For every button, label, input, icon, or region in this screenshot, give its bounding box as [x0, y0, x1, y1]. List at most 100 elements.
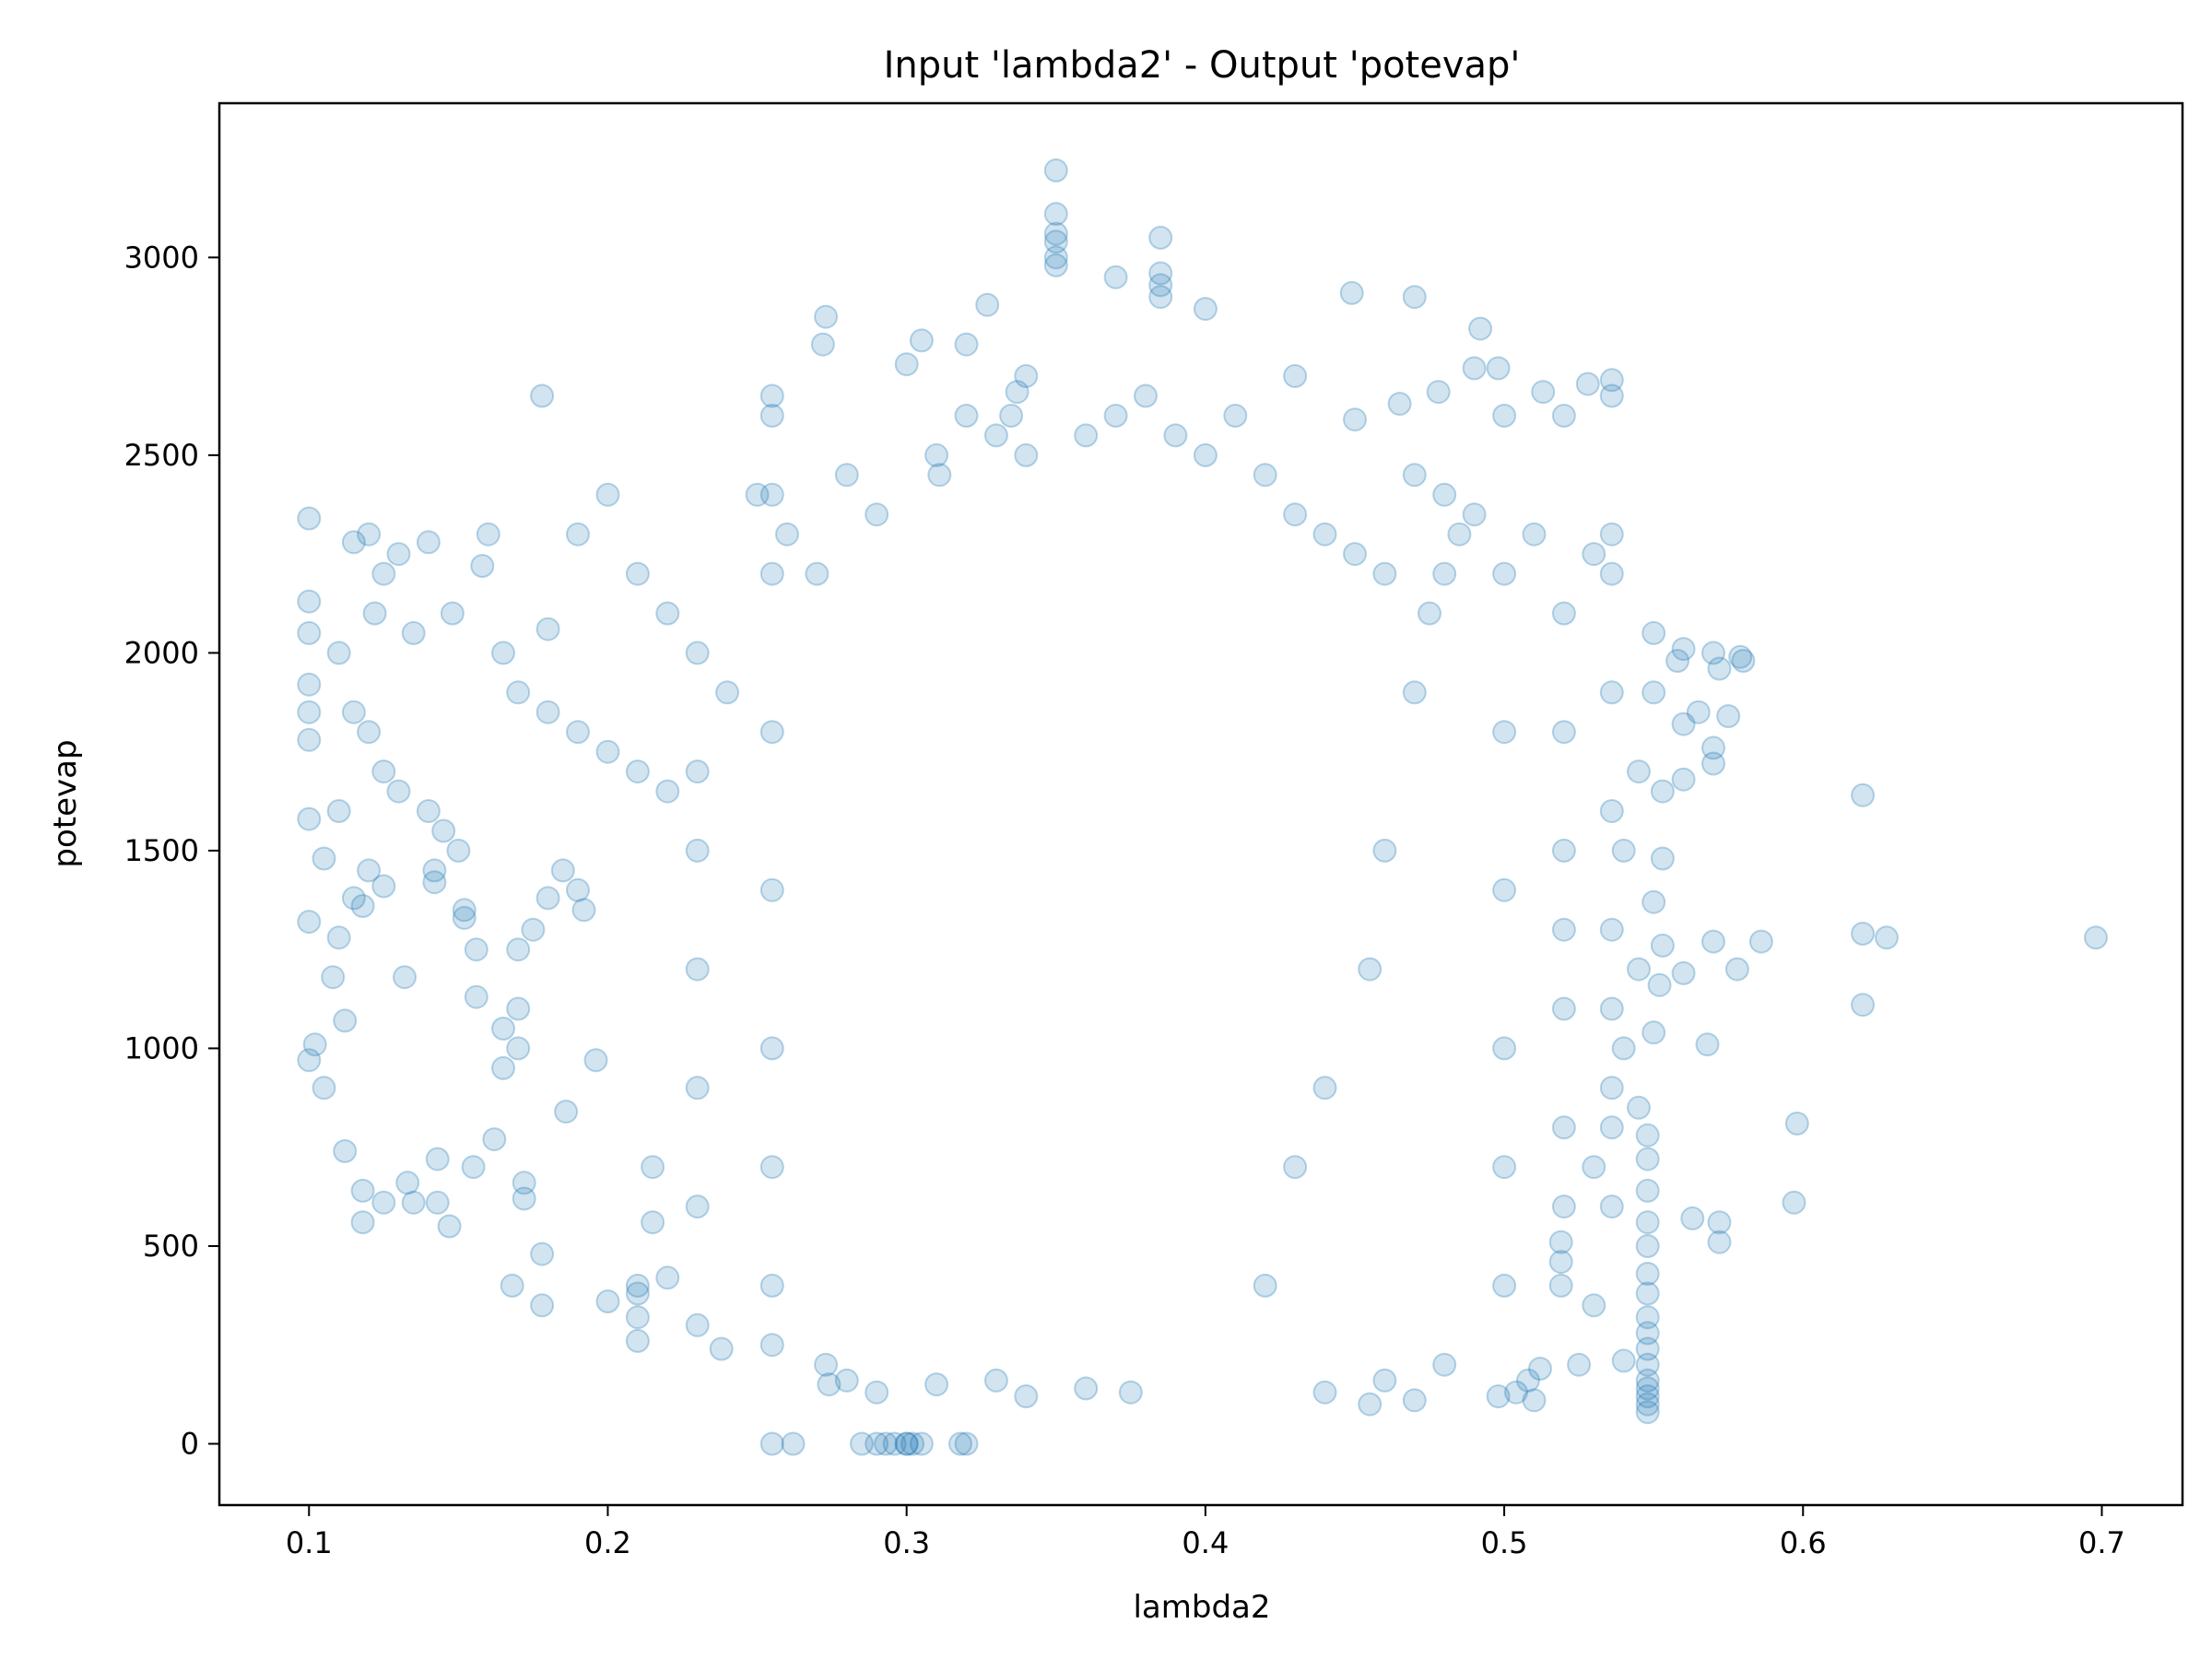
scatter-point [386, 779, 411, 804]
scatter-point [1599, 917, 1624, 942]
scatter-point [1641, 1020, 1666, 1045]
scatter-point [1492, 877, 1517, 902]
scatter-point [1343, 407, 1367, 432]
scatter-point [685, 1076, 710, 1100]
scatter-point [1551, 1194, 1576, 1219]
scatter-point [1671, 960, 1696, 985]
scatter-point [1148, 285, 1173, 310]
scatter-point [1635, 1336, 1660, 1361]
scatter-point [1731, 649, 1756, 673]
scatter-point [655, 601, 680, 626]
scatter-point [297, 910, 322, 935]
scatter-point [814, 1352, 839, 1377]
scatter-point [1635, 1262, 1660, 1286]
scatter-point [1253, 463, 1277, 488]
scatter-point [1707, 1210, 1732, 1235]
scatter-point [1548, 1273, 1573, 1298]
scatter-point [865, 502, 889, 527]
scatter-point [1531, 380, 1556, 405]
scatter-point [1599, 368, 1624, 393]
scatter-point [535, 886, 560, 911]
scatter-point [297, 589, 322, 614]
scatter-point [1551, 838, 1576, 863]
scatter-point [1283, 1155, 1308, 1180]
scatter-point [1193, 297, 1218, 322]
scatter-point [759, 720, 784, 745]
scatter-point [1701, 751, 1725, 776]
scatter-point [371, 759, 396, 784]
scatter-point [341, 530, 366, 555]
scatter-point [1599, 996, 1624, 1021]
scatter-point [1548, 1230, 1573, 1254]
scatter-point [1163, 423, 1188, 448]
scatter-point [709, 1336, 734, 1361]
scatter-point [834, 1368, 859, 1393]
scatter-point [625, 1328, 650, 1353]
scatter-point [1551, 720, 1576, 745]
scatter-point [595, 482, 620, 507]
scatter-point [685, 957, 710, 982]
scatter-point [1875, 925, 1899, 950]
scatter-point [1148, 261, 1173, 286]
scatter-point [1635, 1321, 1660, 1346]
scatter-point [535, 700, 560, 724]
scatter-point [1486, 356, 1511, 381]
scatter-point [297, 727, 322, 752]
scatter-point [1372, 561, 1397, 586]
scatter-point [1283, 502, 1308, 527]
scatter-point [983, 423, 1008, 448]
scatter-point [894, 1431, 919, 1456]
scatter-point [954, 332, 979, 357]
scatter-point [975, 292, 1000, 317]
scatter-point [297, 672, 322, 697]
scatter-point [745, 482, 770, 507]
scatter-point [1635, 1147, 1660, 1171]
scatter-point [1582, 1155, 1606, 1180]
scatter-point [1492, 561, 1517, 586]
y-axis-ticks: 0 500 1000 1500 2000 2500 3000 [124, 240, 219, 1461]
scatter-point [1005, 380, 1030, 405]
scatter-point [333, 1008, 358, 1033]
scatter-point [1358, 1392, 1382, 1417]
scatter-point [655, 779, 680, 804]
scatter-point [641, 1210, 665, 1235]
scatter-point [512, 1171, 536, 1195]
scatter-point [476, 522, 500, 547]
scatter-point [437, 1214, 462, 1239]
scatter-point [1635, 1352, 1660, 1377]
scatter-point [1283, 364, 1308, 388]
scatter-point [1103, 404, 1128, 428]
scatter-point [1567, 1352, 1592, 1377]
scatter-point [685, 838, 710, 863]
scatter-point [759, 1431, 784, 1456]
scatter-point [1432, 1352, 1457, 1377]
scatter-point [1468, 316, 1493, 341]
scatter-point [759, 1155, 784, 1180]
scatter-point [446, 838, 471, 863]
scatter-point [1074, 423, 1099, 448]
scatter-point [371, 1190, 396, 1215]
scatter-point [357, 720, 382, 745]
scatter-point [1695, 1032, 1720, 1057]
scatter-point [2084, 925, 2108, 950]
scatter-point [491, 641, 515, 665]
scatter-point [1635, 1281, 1660, 1306]
scatter-point [506, 680, 531, 705]
scatter-point [1686, 700, 1711, 724]
x-tick-label: 0.3 [883, 1525, 930, 1560]
scatter-point [1426, 380, 1451, 405]
scatter-point [401, 1190, 426, 1215]
scatter-point [759, 482, 784, 507]
scatter-point [1635, 1376, 1660, 1401]
y-tick-label: 500 [143, 1229, 199, 1264]
scatter-point [1492, 1273, 1517, 1298]
scatter-point [1551, 996, 1576, 1021]
scatter-point [1701, 735, 1725, 760]
scatter-point [775, 522, 799, 547]
scatter-point [297, 700, 322, 724]
scatter-point [321, 965, 346, 990]
scatter-point [422, 858, 447, 883]
scatter-point [1671, 767, 1696, 792]
scatter-point [1387, 392, 1412, 417]
scatter-point [865, 1431, 889, 1456]
